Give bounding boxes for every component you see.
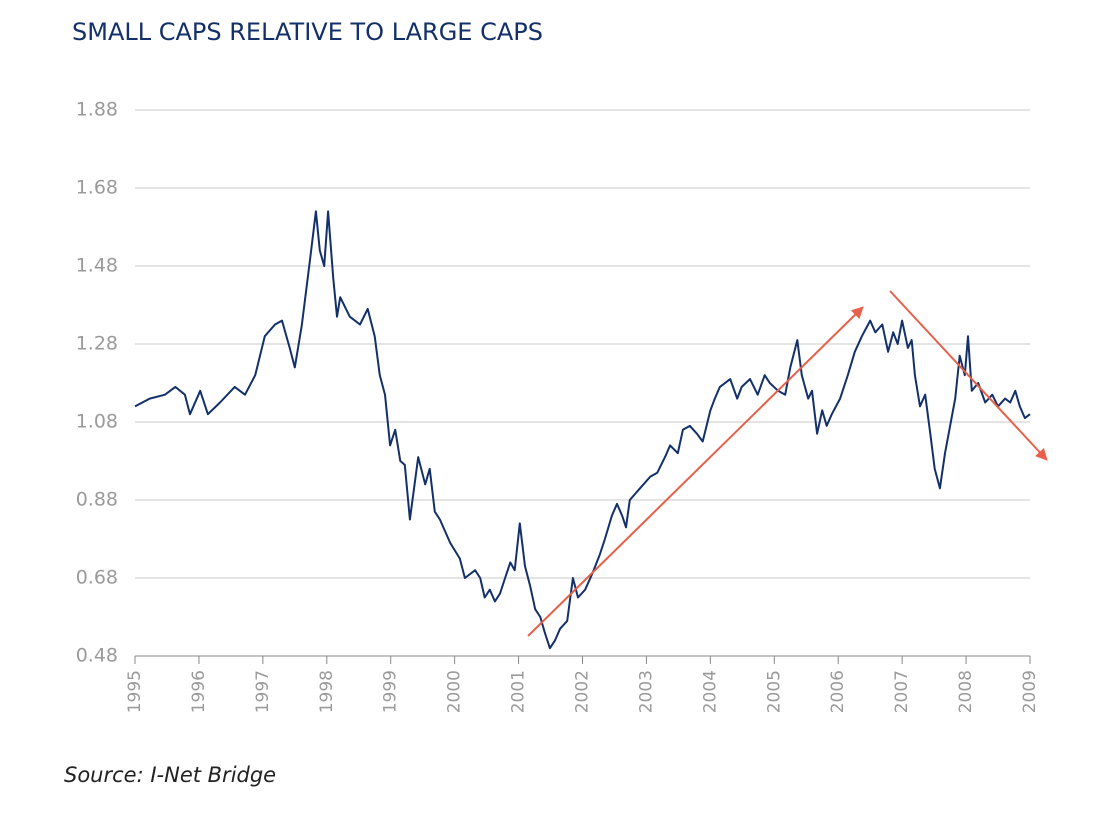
x-tick-label: 1996 bbox=[189, 670, 209, 713]
x-tick-label: 1997 bbox=[253, 670, 273, 713]
x-tick-label: 2006 bbox=[828, 670, 848, 713]
y-tick-label: 1.08 bbox=[76, 411, 118, 433]
x-tick-label: 2009 bbox=[1020, 670, 1040, 713]
plot-area: 0.48 0.68 0.88 1.08 1.28 1.48 1.68 1.88 1995 1996… bbox=[76, 99, 1040, 714]
x-tick-label: 2007 bbox=[892, 670, 912, 713]
chart-title: SMALL CAPS RELATIVE TO LARGE CAPS bbox=[72, 18, 543, 46]
y-tick-label: 1.68 bbox=[76, 177, 118, 199]
source: Source: I-Net Bridge bbox=[64, 763, 276, 787]
x-tick-label: 1995 bbox=[125, 670, 145, 713]
data-line bbox=[134, 210, 1031, 650]
y-tick-label: 1.28 bbox=[76, 333, 118, 355]
y-tick-label: 0.68 bbox=[76, 567, 118, 589]
x-tick-label: 2000 bbox=[445, 670, 465, 713]
x-tick-label: 2004 bbox=[700, 670, 720, 713]
trend-arrow bbox=[527, 306, 864, 637]
x-tick-label: 2003 bbox=[636, 670, 656, 713]
y-tick-label: 1.48 bbox=[76, 255, 118, 277]
x-tick-label: 2002 bbox=[573, 670, 593, 713]
y-tick-label: 1.88 bbox=[76, 99, 118, 121]
x-tick-label: 2008 bbox=[956, 670, 976, 713]
trend-arrow bbox=[889, 290, 1048, 461]
y-tick-label: 0.48 bbox=[76, 645, 118, 667]
y-tick-label: 0.88 bbox=[76, 489, 118, 511]
x-tick-label: 1999 bbox=[381, 670, 401, 713]
x-tick-label: 2005 bbox=[764, 670, 784, 713]
x-tick-label: 2001 bbox=[509, 670, 529, 713]
x-tick-label: 1998 bbox=[317, 670, 337, 713]
